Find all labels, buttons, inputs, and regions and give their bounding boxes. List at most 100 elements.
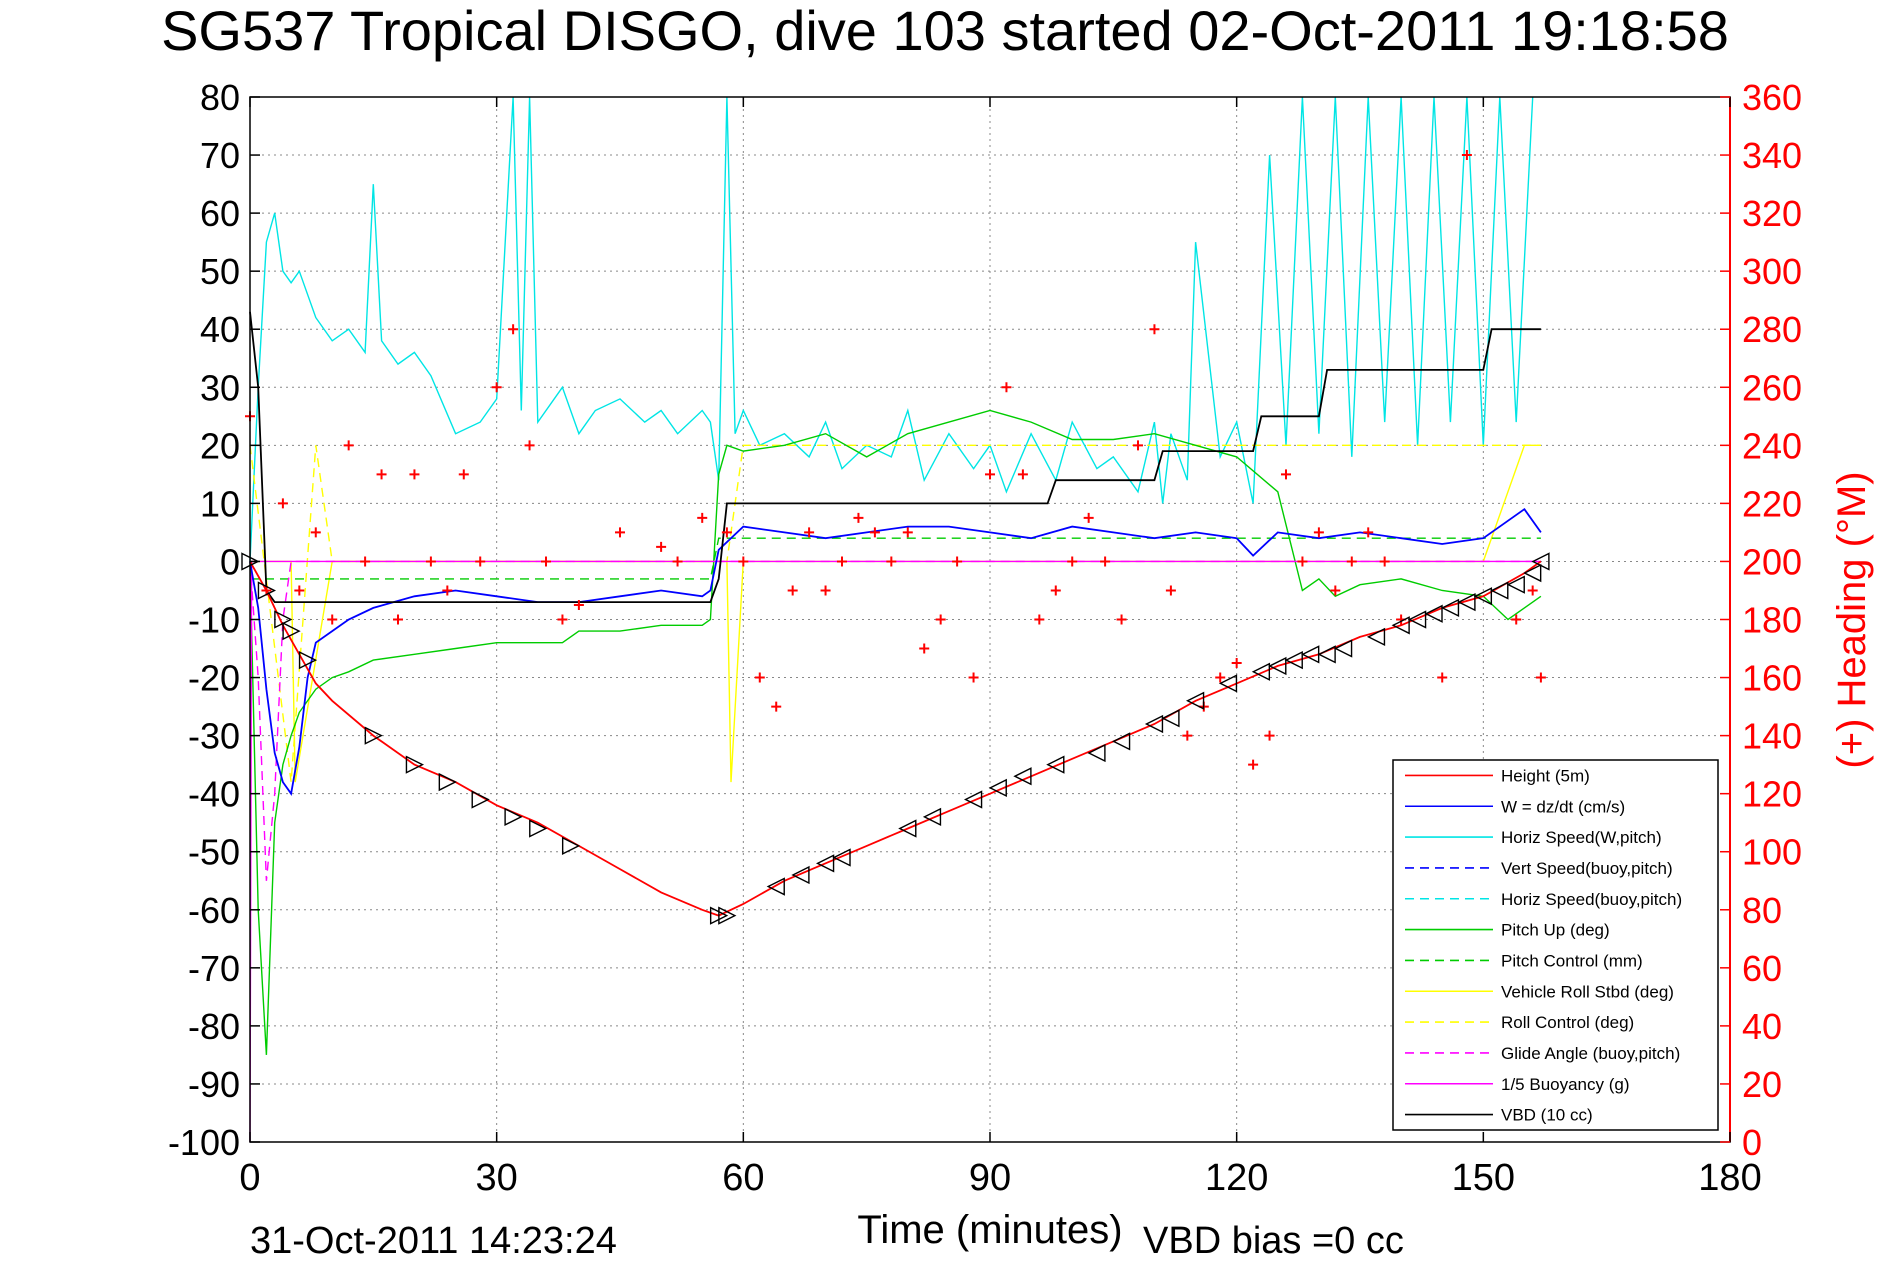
heading-point-52 [1165,585,1176,596]
heading-point-61 [1313,527,1324,538]
heading-point-7 [360,556,371,567]
y2-tick-label-11: 220 [1742,483,1802,524]
triangle-marker-38 [1407,610,1427,629]
heading-point-71 [1511,614,1522,625]
heading-point-51 [1149,324,1160,335]
heading-point-6 [343,440,354,451]
triangle-marker-9 [504,807,523,827]
y2-tick-label-9: 180 [1742,600,1802,641]
legend-label-glide-angle: Glide Angle (buoy,pitch) [1501,1044,1680,1063]
triangle-markers [241,552,1550,925]
heading-point-31 [820,585,831,596]
heading-point-47 [1083,512,1094,523]
y2-tick-label-13: 260 [1742,367,1802,408]
triangle-marker-18 [898,819,917,838]
legend-label-horiz-speed: Horiz Speed(W,pitch) [1501,828,1662,847]
heading-point-39 [952,556,963,567]
series-pitch-control-line [250,537,1541,580]
y-tick-label-4: -60 [188,890,240,931]
heading-point-21 [615,527,625,538]
legend-label-horiz-speed-buoy: Horiz Speed(buoy,pitch) [1501,890,1682,909]
legend-label-w: W = dz/dt (cm/s) [1501,797,1625,816]
heading-point-32 [837,556,847,567]
heading-point-73 [1535,672,1546,683]
triangle-marker-32 [1284,651,1303,670]
y-tick-label-16: 60 [200,193,240,234]
legend-label-pitch-up: Pitch Up (deg) [1501,921,1610,940]
x-tick-label-0: 0 [239,1157,260,1199]
legend-label-roll-control: Roll Control (deg) [1501,1013,1634,1032]
y-tick-label-5: -50 [188,832,240,873]
heading-point-19 [557,614,568,625]
y2-tick-label-4: 80 [1742,890,1782,931]
footer-date: 31-Oct-2011 14:23:24 [250,1220,617,1262]
heading-point-43 [1017,469,1028,480]
heading-point-23 [672,556,683,567]
triangle-marker-21 [988,778,1007,797]
y2-tick-label-14: 280 [1742,309,1802,350]
heading-point-27 [754,672,765,683]
heading-point-11 [425,556,436,567]
heading-point-38 [935,614,946,625]
y-tick-label-8: -20 [188,658,240,699]
triangle-marker-10 [529,819,548,838]
triangle-marker-30 [1251,662,1271,681]
y-tick-label-3: -70 [188,948,240,989]
triangle-marker-3 [282,621,301,641]
series-roll-control-line [249,444,1541,783]
y-tick-label-14: 40 [200,309,240,350]
x-axis-label: Time (minutes) [857,1208,1122,1252]
series-pitch-up-line [249,409,1542,1055]
heading-point-17 [524,440,535,451]
y-tick-label-11: 10 [200,483,240,524]
triangle-marker-27 [1161,709,1180,728]
triangle-marker-22 [1013,767,1032,786]
y2-tick-label-17: 340 [1742,135,1802,176]
triangle-marker-8 [471,790,490,809]
triangle-marker-26 [1144,714,1164,734]
heading-point-30 [804,527,815,538]
y-tick-label-18: 80 [200,77,240,118]
heading-point-16 [508,324,519,335]
heading-point-4 [310,527,321,538]
heading-point-63 [1346,556,1357,567]
heading-point-18 [541,556,551,567]
y-tick-label-1: -90 [188,1064,240,1105]
heading-point-35 [886,556,897,567]
heading-point-59 [1281,469,1291,480]
triangle-marker-13 [718,906,737,925]
heading-point-2 [277,498,288,509]
triangle-marker-5 [364,726,383,745]
triangle-marker-25 [1111,732,1131,751]
triangle-marker-1 [257,581,277,600]
triangle-marker-40 [1440,598,1460,618]
heading-point-26 [738,556,749,567]
y2-axis-label: (+) Heading (°M) [1830,471,1874,768]
triangle-marker-36 [1366,627,1386,647]
y2-tick-label-5: 100 [1742,832,1802,873]
heading-point-29 [787,585,798,596]
heading-point-3 [294,585,305,596]
triangle-marker-43 [1490,581,1509,600]
y-tick-label-6: -40 [188,774,240,815]
heading-point-33 [853,512,864,523]
heading-point-46 [1067,556,1078,567]
legend-label-buoyancy: 1/5 Buoyancy (g) [1501,1075,1630,1094]
heading-point-42 [1001,382,1012,393]
x-axis-ticks: 0 30 60 90 120 150 180 [239,97,1762,1199]
heading-point-72 [1527,585,1538,596]
y2-tick-label-6: 120 [1742,774,1802,815]
heading-point-20 [573,599,584,610]
x-tick-label-1: 30 [476,1157,518,1199]
heading-point-44 [1034,614,1045,625]
heading-point-12 [442,585,453,596]
x-tick-label-2: 60 [722,1157,764,1199]
triangle-marker-7 [438,772,457,792]
grid-lines [250,97,1730,1142]
triangle-marker-37 [1391,616,1410,635]
y-tick-label-9: -10 [188,600,240,641]
heading-point-22 [656,541,667,552]
legend-label-vbd: VBD (10 cc) [1501,1106,1593,1125]
y2-axis-ticks: 0 20 40 60 80 100 120 140 160 180 200 220 240 260 280 3… [1720,77,1802,1163]
y2-tick-label-7: 140 [1742,716,1802,757]
